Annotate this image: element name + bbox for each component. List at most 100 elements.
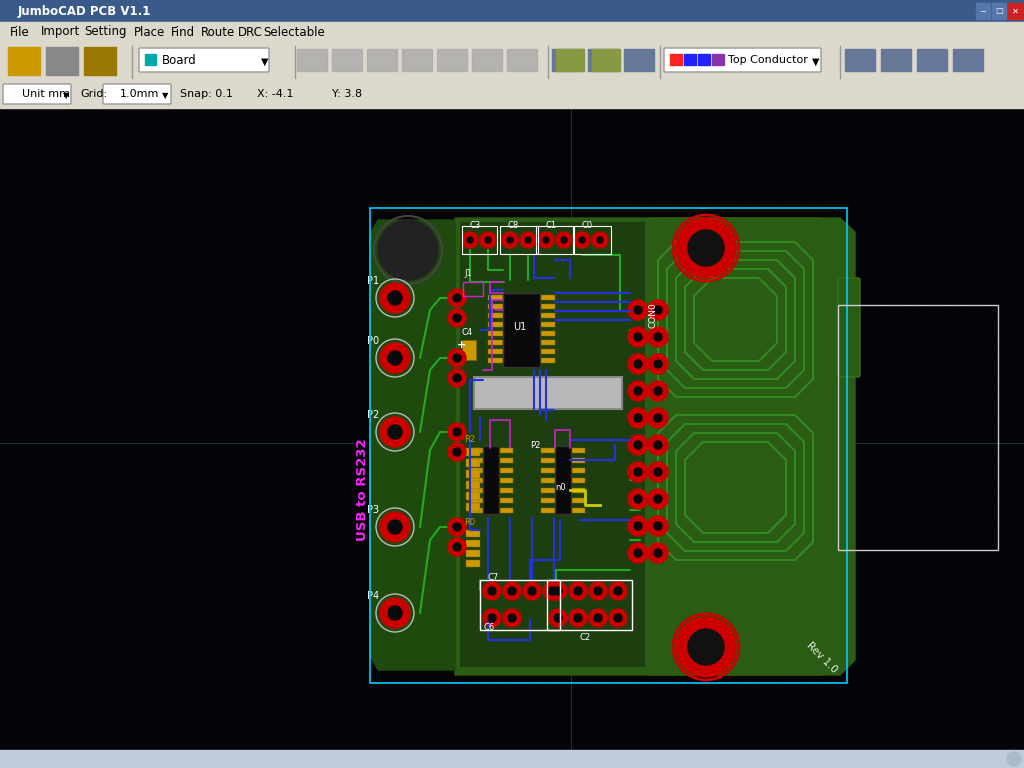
Point	[947, 641, 964, 653]
Point	[440, 511, 457, 523]
Point	[687, 186, 703, 198]
Point	[245, 212, 261, 224]
Point	[361, 394, 378, 406]
Point	[778, 342, 795, 354]
Point	[453, 615, 469, 627]
Point	[76, 134, 92, 146]
Point	[180, 342, 197, 354]
Point	[245, 121, 261, 133]
Point	[180, 355, 197, 367]
Point	[101, 498, 118, 510]
Point	[231, 173, 248, 185]
Point	[765, 173, 781, 185]
Point	[101, 303, 118, 315]
Point	[154, 628, 170, 641]
Point	[817, 628, 834, 641]
Point	[868, 615, 885, 627]
Point	[804, 186, 820, 198]
Point	[479, 706, 496, 718]
Circle shape	[380, 598, 410, 628]
Point	[76, 355, 92, 367]
Point	[231, 368, 248, 380]
Point	[986, 342, 1002, 354]
Point	[518, 615, 535, 627]
Point	[258, 654, 274, 666]
Circle shape	[654, 495, 662, 503]
Point	[37, 225, 53, 237]
Point	[959, 368, 976, 380]
Point	[336, 524, 352, 536]
Point	[557, 693, 573, 705]
Point	[0, 628, 14, 641]
Point	[583, 225, 599, 237]
Point	[50, 108, 67, 120]
Point	[635, 276, 651, 289]
Circle shape	[648, 489, 668, 509]
Point	[518, 485, 535, 497]
Bar	[624, 49, 654, 71]
Point	[998, 147, 1015, 159]
Point	[349, 563, 366, 575]
Point	[726, 407, 742, 419]
Point	[50, 134, 67, 146]
Point	[180, 420, 197, 432]
Point	[400, 316, 417, 328]
Text: Board: Board	[162, 54, 197, 67]
Point	[856, 654, 872, 666]
Point	[349, 524, 366, 536]
Circle shape	[483, 609, 501, 627]
Point	[804, 706, 820, 718]
Point	[895, 342, 911, 354]
Point	[76, 563, 92, 575]
Point	[479, 589, 496, 601]
Point	[947, 537, 964, 549]
Point	[492, 355, 508, 367]
Point	[699, 394, 716, 406]
Point	[765, 537, 781, 549]
Point	[50, 719, 67, 731]
Point	[349, 394, 366, 406]
Point	[998, 121, 1015, 133]
Point	[37, 498, 53, 510]
Point	[635, 407, 651, 419]
Point	[349, 706, 366, 718]
Point	[141, 212, 158, 224]
Point	[973, 576, 989, 588]
Point	[167, 303, 183, 315]
Point	[414, 238, 430, 250]
Point	[505, 550, 521, 562]
Point	[388, 446, 404, 458]
Point	[726, 173, 742, 185]
Point	[986, 160, 1002, 172]
Point	[231, 251, 248, 263]
Circle shape	[1007, 752, 1021, 766]
Point	[843, 458, 859, 471]
Point	[336, 719, 352, 731]
Point	[557, 316, 573, 328]
Point	[765, 472, 781, 484]
Point	[270, 563, 287, 575]
Point	[765, 420, 781, 432]
Point	[687, 498, 703, 510]
Point	[76, 368, 92, 380]
Point	[738, 654, 755, 666]
Point	[440, 186, 457, 198]
Point	[310, 355, 327, 367]
Point	[660, 563, 677, 575]
Circle shape	[554, 614, 562, 622]
Point	[89, 498, 105, 510]
Point	[128, 134, 144, 146]
Point	[167, 199, 183, 211]
Text: Snap: 0.1: Snap: 0.1	[180, 89, 232, 99]
Point	[62, 680, 79, 692]
Point	[738, 368, 755, 380]
Point	[323, 732, 339, 744]
Point	[817, 316, 834, 328]
Point	[959, 641, 976, 653]
Point	[400, 290, 417, 302]
Point	[37, 238, 53, 250]
Point	[660, 276, 677, 289]
Point	[258, 329, 274, 341]
Point	[804, 394, 820, 406]
Point	[648, 615, 665, 627]
